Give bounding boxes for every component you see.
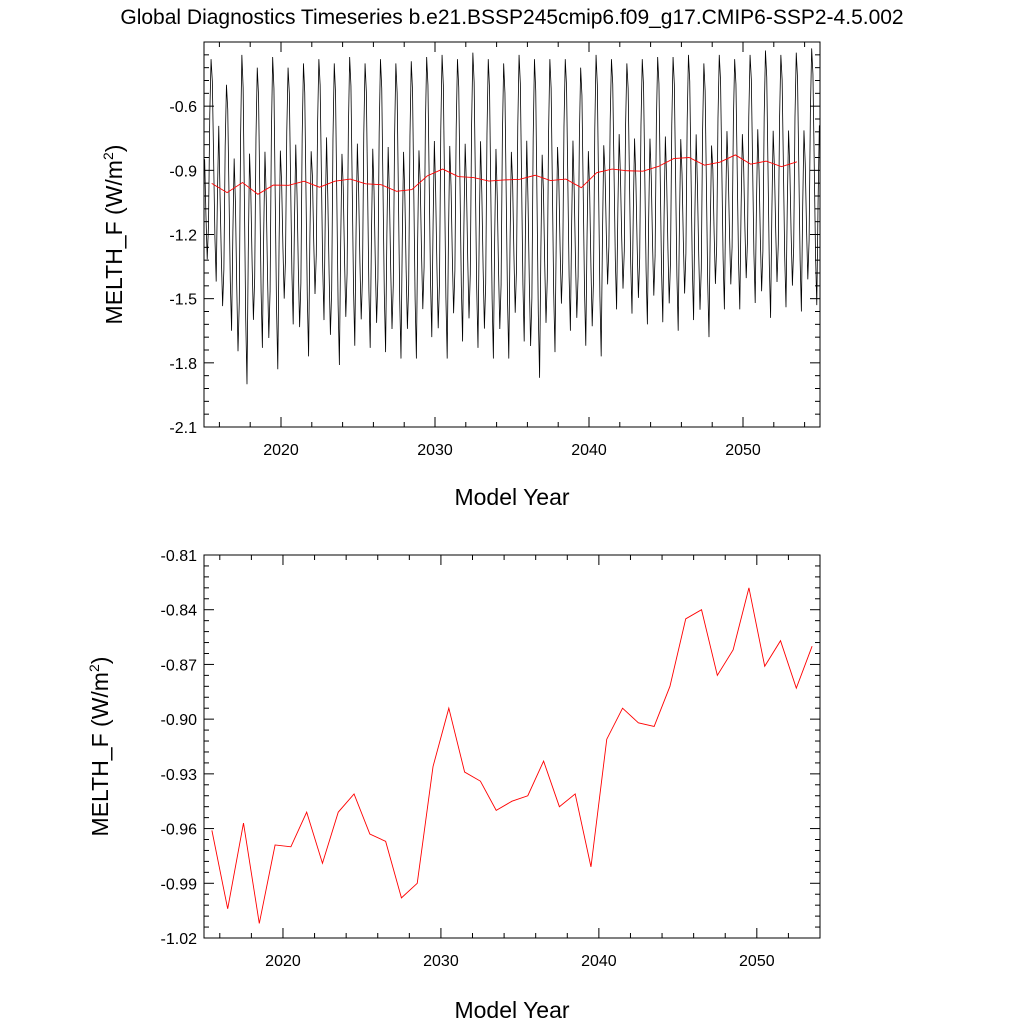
y-tick-label: -1.02	[161, 931, 198, 948]
top-panel: 2020 2030 2040 2050 -2.1 -1.8 -1.5 -1.2 -0.9 -0.6…	[100, 41, 821, 510]
monthly-series-line	[204, 48, 820, 385]
plot-frame	[203, 554, 821, 939]
y-tick-label: -0.87	[161, 657, 198, 674]
y-tick-label: -0.99	[161, 876, 198, 893]
bottom-panel: 2020 2030 2040 2050 -1.02 -0.99 -0.96 -0.93 -0.9…	[86, 548, 821, 1023]
y-axis-title: MELTH_F (W/m2)	[100, 145, 127, 325]
y-tick-label: -0.96	[161, 822, 198, 839]
x-tick-label: 2020	[263, 442, 299, 459]
y-tick-label: -1.8	[169, 356, 197, 373]
x-tick-label: 2040	[581, 953, 617, 970]
x-tick-label: 2030	[417, 442, 453, 459]
x-tick-label: 2030	[423, 953, 459, 970]
y-tick-label: -1.2	[169, 228, 197, 245]
y-tick-label: -0.81	[161, 548, 198, 565]
y-tick-label: -0.84	[161, 603, 198, 620]
y-tick-label: -2.1	[169, 420, 197, 437]
y-tick-label: -1.5	[169, 292, 197, 309]
y-tick-label: -0.6	[169, 99, 197, 116]
x-tick-label: 2040	[571, 442, 607, 459]
x-tick-label: 2020	[265, 953, 301, 970]
y-axis-title: MELTH_F (W/m2)	[86, 657, 113, 837]
annual-mean-line	[211, 587, 813, 924]
plot-frame	[203, 41, 821, 428]
y-tick-label: -0.90	[161, 712, 198, 729]
x-tick-label: 2050	[725, 442, 761, 459]
y-tick-label: -0.93	[161, 767, 198, 784]
annual-mean-line	[211, 154, 798, 195]
y-tick-label: -0.9	[169, 163, 197, 180]
chart-title: Global Diagnostics Timeseries b.e21.BSSP…	[120, 6, 903, 29]
x-axis-title: Model Year	[454, 997, 569, 1023]
x-tick-label: 2050	[739, 953, 775, 970]
x-axis-title: Model Year	[454, 484, 569, 510]
